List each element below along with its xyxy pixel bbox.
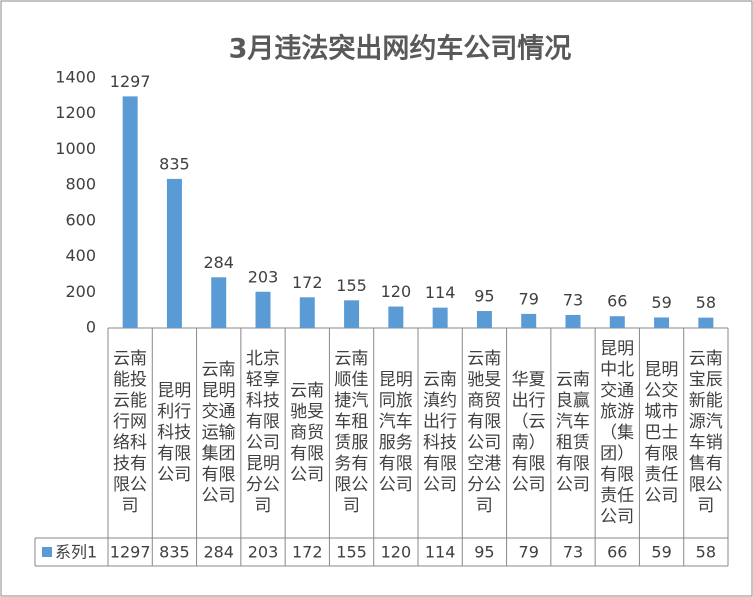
category-wrap: 云南能投云能行网络科技有限公司 (110, 328, 150, 538)
category-cell: 云南宝辰新能源汽车销售有限公司 (686, 328, 726, 538)
category-wrap: 华夏出行（云南）有限公司 (509, 328, 549, 538)
bar (122, 96, 138, 329)
data-label: 59 (651, 293, 671, 312)
category-wrap: 昆明利行科技有限公司 (154, 328, 194, 538)
table-value: 73 (563, 543, 583, 562)
table-value: 284 (203, 543, 234, 562)
y-tick-label: 0 (86, 318, 96, 337)
x-tick-label: 云南顺佳捷汽车租赁服务有限公司 (334, 349, 369, 516)
table-value: 66 (607, 543, 627, 562)
category-cell: 昆明同旅汽车服务有限公司 (376, 328, 416, 538)
category-wrap: 昆明同旅汽车服务有限公司 (376, 328, 416, 538)
data-label: 120 (381, 282, 412, 301)
x-tick-label: 云南滇约出行科技有限公司 (423, 370, 457, 495)
category-cell: 昆明公交城市巴士有限责任公司 (641, 328, 681, 538)
y-tick-label: 200 (65, 282, 96, 301)
x-tick-label: 云南驰旻商贸有限公司空港分公司 (467, 349, 502, 516)
table-value: 835 (159, 543, 190, 562)
data-label: 114 (425, 283, 456, 302)
x-tick-label: 北京轻享科技有限公司昆明分公司 (245, 349, 280, 516)
category-cell: 云南能投云能行网络科技有限公司 (110, 328, 150, 538)
table-value: 79 (519, 543, 539, 562)
x-tick-label: 昆明中北交通旅游（集团）有限责任公司 (600, 338, 635, 527)
category-wrap: 云南驰旻商贸有限公司 (287, 328, 327, 538)
x-tick-label: 云南驰旻商贸有限公司 (290, 380, 325, 485)
x-tick-label: 昆明公交城市巴士有限责任公司 (644, 359, 679, 506)
data-label: 835 (159, 154, 190, 173)
table-value: 172 (292, 543, 323, 562)
bar (255, 291, 271, 328)
y-tick-label: 600 (65, 210, 96, 229)
legend-label: 系列1 (55, 543, 97, 562)
bar (654, 317, 670, 328)
y-tick-label: 1200 (55, 103, 96, 122)
data-label: 172 (292, 273, 323, 292)
data-label: 1297 (110, 72, 151, 91)
category-cell: 云南顺佳捷汽车租赁服务有限公司 (331, 328, 371, 538)
x-tick-label: 云南宝辰新能源汽车销售有限公司 (688, 349, 723, 516)
bar (609, 316, 625, 328)
data-label: 79 (519, 289, 539, 308)
bar (344, 300, 360, 328)
x-tick-label: 昆明利行科技有限公司 (157, 380, 192, 485)
bar (211, 277, 227, 328)
y-tick-label: 400 (65, 246, 96, 265)
category-cell: 云南驰旻商贸有限公司空港分公司 (464, 328, 504, 538)
category-wrap: 北京轻享科技有限公司昆明分公司 (243, 328, 283, 538)
table-value: 58 (696, 543, 716, 562)
category-wrap: 昆明公交城市巴士有限责任公司 (641, 328, 681, 538)
bar (432, 307, 448, 328)
category-wrap: 云南顺佳捷汽车租赁服务有限公司 (331, 328, 371, 538)
x-tick-label: 云南良赢汽车租赁有限公司 (555, 370, 590, 495)
category-wrap: 云南良赢汽车租赁有限公司 (553, 328, 593, 538)
data-label: 284 (203, 253, 234, 272)
x-tick-label: 云南能投云能行网络科技有限公司 (113, 349, 147, 516)
table-value: 114 (425, 543, 456, 562)
bar (521, 313, 537, 328)
bar (299, 297, 315, 328)
x-tick-label: 昆明同旅汽车服务有限公司 (378, 370, 413, 495)
data-label: 58 (696, 293, 716, 312)
category-cell: 北京轻享科技有限公司昆明分公司 (243, 328, 283, 538)
x-tick-label: 云南昆明交通运输集团有限公司 (201, 359, 236, 506)
x-tick-label: 华夏出行（云南）有限公司 (511, 370, 546, 495)
category-cell: 云南良赢汽车租赁有限公司 (553, 328, 593, 538)
category-cell: 昆明中北交通旅游（集团）有限责任公司 (597, 328, 637, 538)
category-wrap: 昆明中北交通旅游（集团）有限责任公司 (597, 328, 637, 538)
bar (166, 178, 182, 328)
table-value: 120 (381, 543, 412, 562)
category-cell: 华夏出行（云南）有限公司 (509, 328, 549, 538)
data-label: 95 (474, 287, 494, 306)
category-wrap: 云南昆明交通运输集团有限公司 (199, 328, 239, 538)
data-label: 155 (336, 276, 367, 295)
category-cell: 云南昆明交通运输集团有限公司 (199, 328, 239, 538)
table-value: 1297 (110, 543, 151, 562)
bar (698, 317, 714, 328)
category-wrap: 云南滇约出行科技有限公司 (420, 328, 460, 538)
bar (565, 314, 581, 328)
bar (388, 306, 404, 328)
category-cell: 云南驰旻商贸有限公司 (287, 328, 327, 538)
legend-swatch (42, 547, 52, 557)
table-value: 95 (474, 543, 494, 562)
data-label: 203 (248, 267, 279, 286)
data-label: 73 (563, 290, 583, 309)
table-value: 155 (336, 543, 367, 562)
category-cell: 云南滇约出行科技有限公司 (420, 328, 460, 538)
category-cell: 昆明利行科技有限公司 (154, 328, 194, 538)
table-value: 203 (248, 543, 279, 562)
data-label: 66 (607, 292, 627, 311)
y-tick-label: 1000 (55, 139, 96, 158)
bar (476, 311, 492, 328)
y-tick-label: 1400 (55, 68, 96, 87)
category-wrap: 云南宝辰新能源汽车销售有限公司 (686, 328, 726, 538)
y-tick-label: 800 (65, 175, 96, 194)
category-wrap: 云南驰旻商贸有限公司空港分公司 (464, 328, 504, 538)
chart-title: 3月违法突出网约车公司情况 (229, 33, 572, 65)
table-value: 59 (651, 543, 671, 562)
